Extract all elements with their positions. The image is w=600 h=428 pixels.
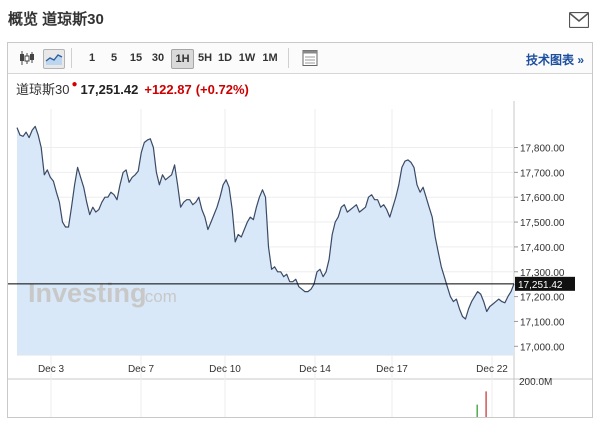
price-line	[16, 125, 515, 320]
y-tick-label: 17,600.00	[520, 193, 565, 204]
status-dot-icon: ●	[71, 79, 78, 90]
y-tick-label: 17,500.00	[520, 218, 565, 229]
y-tick-label: 17,300.00	[520, 268, 565, 279]
last-price: 17,251.42	[80, 82, 139, 97]
quote-line: 道琼斯30 ● 17,251.42 +122.87 (+0.72%)	[16, 79, 249, 98]
price-area	[17, 126, 514, 356]
x-tick-label: Dec 10	[209, 364, 241, 375]
current-price-marker: 17,251.42	[8, 276, 575, 291]
timeframe-1d[interactable]: 1D	[217, 52, 233, 64]
timeframe-5h[interactable]: 5H	[197, 52, 213, 64]
area-chart-icon	[45, 54, 63, 65]
x-tick-label: Dec 14	[299, 364, 331, 375]
price-area-layer	[16, 125, 515, 356]
toolbar-separator	[71, 48, 72, 68]
x-axis-labels: Dec 3 Dec 7 Dec 10 Dec 14 Dec 17 Dec 22	[38, 364, 508, 375]
x-tick-label: Dec 17	[376, 364, 408, 375]
volume-bars	[476, 391, 487, 417]
area-chart-button[interactable]	[43, 49, 65, 69]
instrument-name: 道琼斯30	[16, 82, 70, 97]
page-title: 概览 道琼斯30	[8, 11, 104, 28]
y-tick-label: 17,400.00	[520, 243, 565, 254]
current-price-tag	[515, 276, 575, 291]
watermark-brand: Investing	[28, 278, 147, 308]
y-tick-label: 17,800.00	[520, 144, 565, 155]
volume-max-label: 200.0M	[519, 377, 552, 388]
watermark-suffix: .com	[140, 287, 177, 306]
x-tick-label: Dec 22	[476, 364, 508, 375]
x-tick-label: Dec 3	[38, 364, 65, 375]
toolbar-separator	[288, 48, 289, 68]
price-change: +122.87	[144, 82, 192, 97]
timeframe-1w[interactable]: 1W	[238, 52, 256, 64]
chart-settings-icon[interactable]	[300, 49, 320, 67]
timeframe-1[interactable]: 1	[88, 52, 96, 64]
y-tick-label: 17,700.00	[520, 168, 565, 179]
price-change-percent: (+0.72%)	[195, 82, 249, 97]
y-tick-label: 17,000.00	[520, 342, 565, 353]
timeframe-30[interactable]: 30	[151, 52, 165, 64]
x-tick-label: Dec 7	[128, 364, 155, 375]
current-price-label: 17,251.42	[518, 280, 563, 291]
y-axis-labels: 17,800.00 17,700.00 17,600.00 17,500.00 17,4…	[520, 144, 565, 354]
timeframe-1h[interactable]: 1H	[171, 49, 194, 69]
timeframe-1m[interactable]: 1M	[262, 52, 278, 64]
price-chart[interactable]: 17,800.00 17,700.00 17,600.00 17,500.00 17,4…	[8, 101, 592, 417]
chart-widget: 1 5 15 30 1H 5H 1D 1W 1M 技术图表 » 道琼斯30 ● 17…	[7, 42, 593, 418]
volume-bar	[485, 391, 487, 417]
volume-bar	[476, 404, 478, 417]
y-tick-label: 17,200.00	[520, 293, 565, 304]
chart-toolbar: 1 5 15 30 1H 5H 1D 1W 1M 技术图表 »	[8, 43, 592, 74]
timeframe-15[interactable]: 15	[129, 52, 143, 64]
timeframe-5[interactable]: 5	[110, 52, 118, 64]
y-tick-label: 17,100.00	[520, 317, 565, 328]
advanced-chart-link[interactable]: 技术图表 »	[525, 53, 584, 67]
candlestick-chart-icon[interactable]	[17, 49, 37, 67]
mail-icon[interactable]	[569, 12, 589, 28]
